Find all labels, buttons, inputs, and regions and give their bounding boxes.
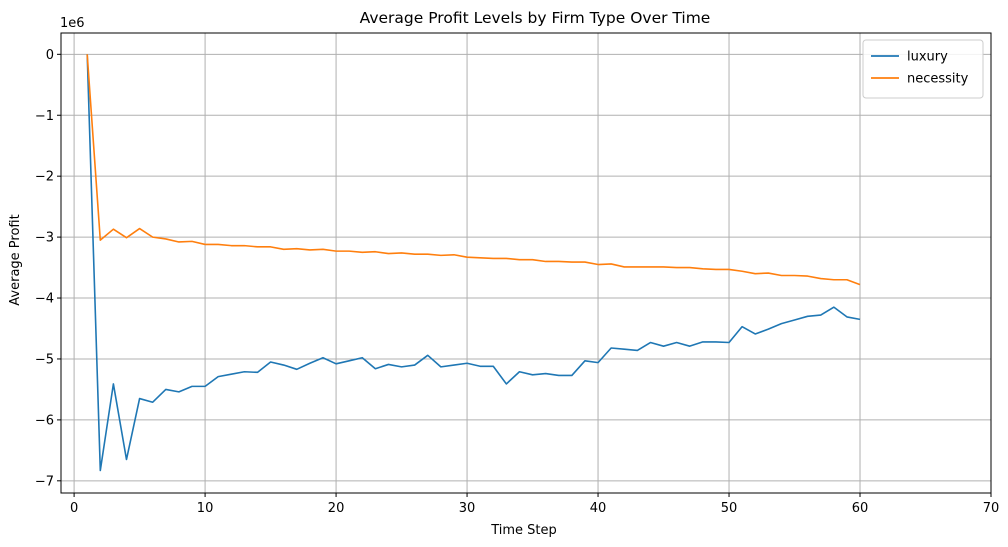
x-tick-label: 70: [983, 501, 1000, 516]
y-axis: 0 −1 −2 −3 −4 −5 −6 −7: [35, 48, 61, 489]
legend-label-luxury: luxury: [907, 50, 948, 65]
y-axis-label: Average Profit: [8, 214, 23, 305]
x-tick-label: 0: [70, 501, 78, 516]
y-tick-label: −3: [35, 231, 54, 246]
series-line-necessity: [86, 54, 861, 286]
y-axis-offset-label: 1e6: [60, 16, 85, 31]
y-tick-label: −7: [35, 474, 54, 489]
series-line-luxury: [86, 54, 861, 472]
grid-lines: [61, 33, 992, 493]
legend: luxury necessity: [862, 39, 984, 99]
plot-frame: [60, 32, 992, 494]
y-tick-label: −2: [35, 170, 54, 185]
x-tick-label: 30: [459, 501, 476, 516]
x-tick-label: 50: [721, 501, 738, 516]
x-axis: 0 10 20 30 40 50 60 70: [70, 493, 999, 516]
y-tick-label: −1: [35, 109, 54, 124]
legend-label-necessity: necessity: [907, 72, 969, 87]
y-tick-label: −4: [35, 292, 54, 307]
chart-title: Average Profit Levels by Firm Type Over …: [360, 9, 711, 27]
y-tick-label: −5: [35, 352, 54, 367]
x-tick-label: 10: [197, 501, 214, 516]
x-axis-label: Time Step: [490, 523, 557, 538]
series-layer: [86, 54, 861, 472]
x-tick-label: 60: [852, 501, 869, 516]
x-tick-label: 40: [590, 501, 607, 516]
legend-box: [862, 39, 984, 99]
y-tick-label: 0: [46, 48, 54, 63]
y-tick-label: −6: [35, 413, 54, 428]
x-tick-label: 20: [328, 501, 345, 516]
